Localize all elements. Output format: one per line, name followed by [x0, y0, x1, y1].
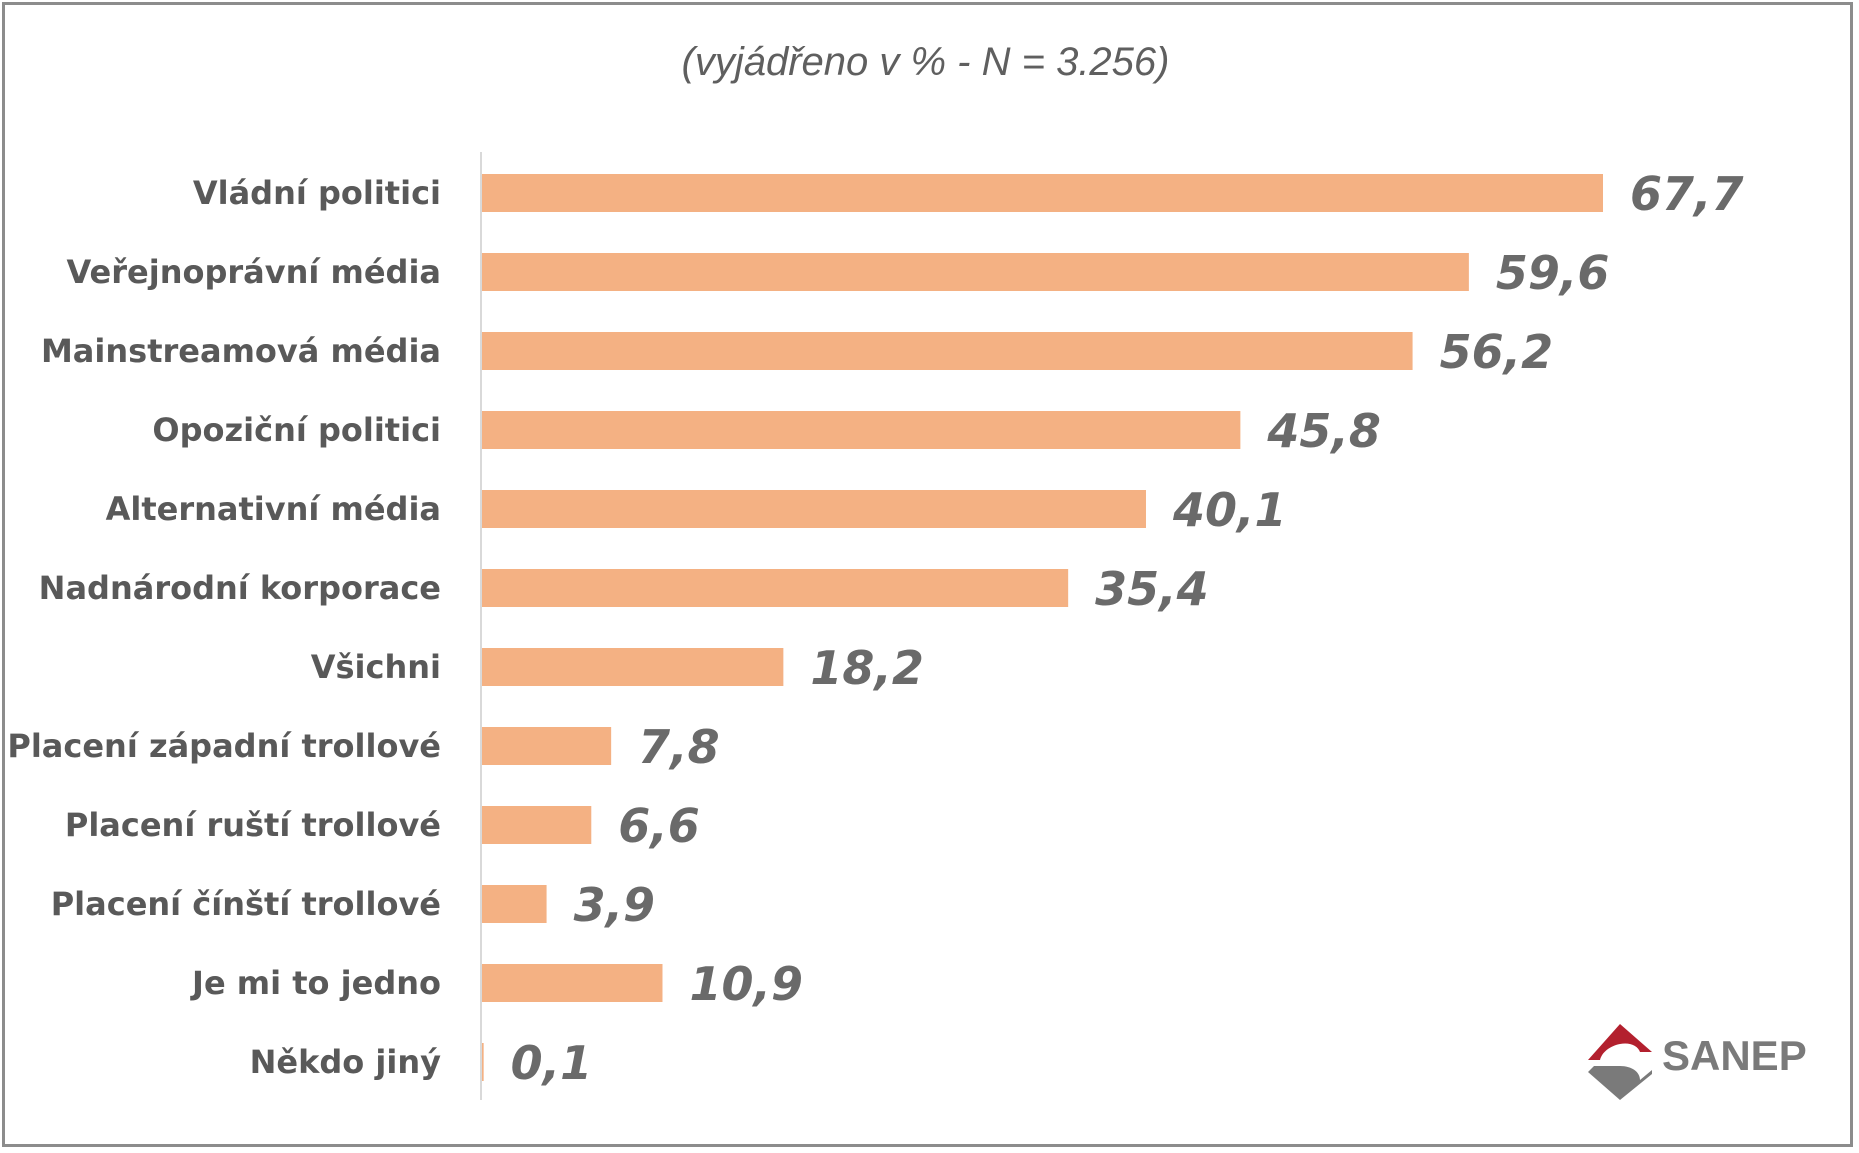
category-label: Všichni: [311, 648, 441, 686]
value-label: 7,8: [638, 720, 720, 774]
bar-4: [482, 490, 1146, 528]
value-label: 40,1: [1172, 483, 1287, 537]
category-label: Alternativní média: [106, 490, 441, 528]
bar-0: [482, 174, 1603, 212]
category-label: Placení čínští trollové: [51, 885, 441, 923]
value-label: 3,9: [574, 878, 656, 932]
bar-11: [482, 1043, 484, 1081]
bar-8: [482, 806, 592, 844]
category-label: Placení západní trollové: [7, 727, 441, 765]
category-label: Někdo jiný: [250, 1043, 442, 1081]
bar-9: [482, 885, 547, 923]
value-label: 45,8: [1266, 404, 1381, 458]
bar-10: [482, 964, 663, 1002]
bar-2: [482, 332, 1413, 370]
chart-subtitle: (vyjádřeno v % - N = 3.256): [681, 40, 1170, 84]
value-label: 67,7: [1630, 167, 1744, 221]
value-label: 10,9: [689, 957, 803, 1011]
bar-7: [482, 727, 612, 765]
value-label: 35,4: [1095, 562, 1209, 616]
bar-5: [482, 569, 1069, 607]
category-label: Vládní politici: [193, 174, 441, 212]
category-label: Mainstreamová média: [41, 332, 441, 370]
value-label: 18,2: [810, 641, 924, 695]
bar-1: [482, 253, 1469, 291]
sanep-logo-icon: [1588, 1024, 1652, 1100]
category-label: Placení ruští trollové: [65, 806, 441, 844]
category-label: Nadnárodní korporace: [39, 569, 441, 607]
value-label: 0,1: [511, 1036, 593, 1090]
value-label: 56,2: [1440, 325, 1554, 379]
value-labels-group: 67,7 59,6 56,2 45,8 40,1 35,4 18,2 7,8 6,6 3,9 10,…: [511, 167, 1744, 1090]
value-label: 6,6: [618, 799, 700, 853]
category-label: Je mi to jedno: [190, 964, 441, 1002]
value-label: 59,6: [1496, 246, 1610, 300]
category-label: Opoziční politici: [152, 411, 441, 449]
logo-text: SANEP: [1662, 1032, 1807, 1079]
category-labels-group: Vládní politici Veřejnoprávní média Mainst…: [7, 174, 441, 1081]
sanep-logo: SANEP: [1580, 1022, 1820, 1102]
bar-6: [482, 648, 784, 686]
bars-group: [482, 174, 1603, 1081]
category-label: Veřejnoprávní média: [67, 253, 441, 291]
bar-3: [482, 411, 1241, 449]
